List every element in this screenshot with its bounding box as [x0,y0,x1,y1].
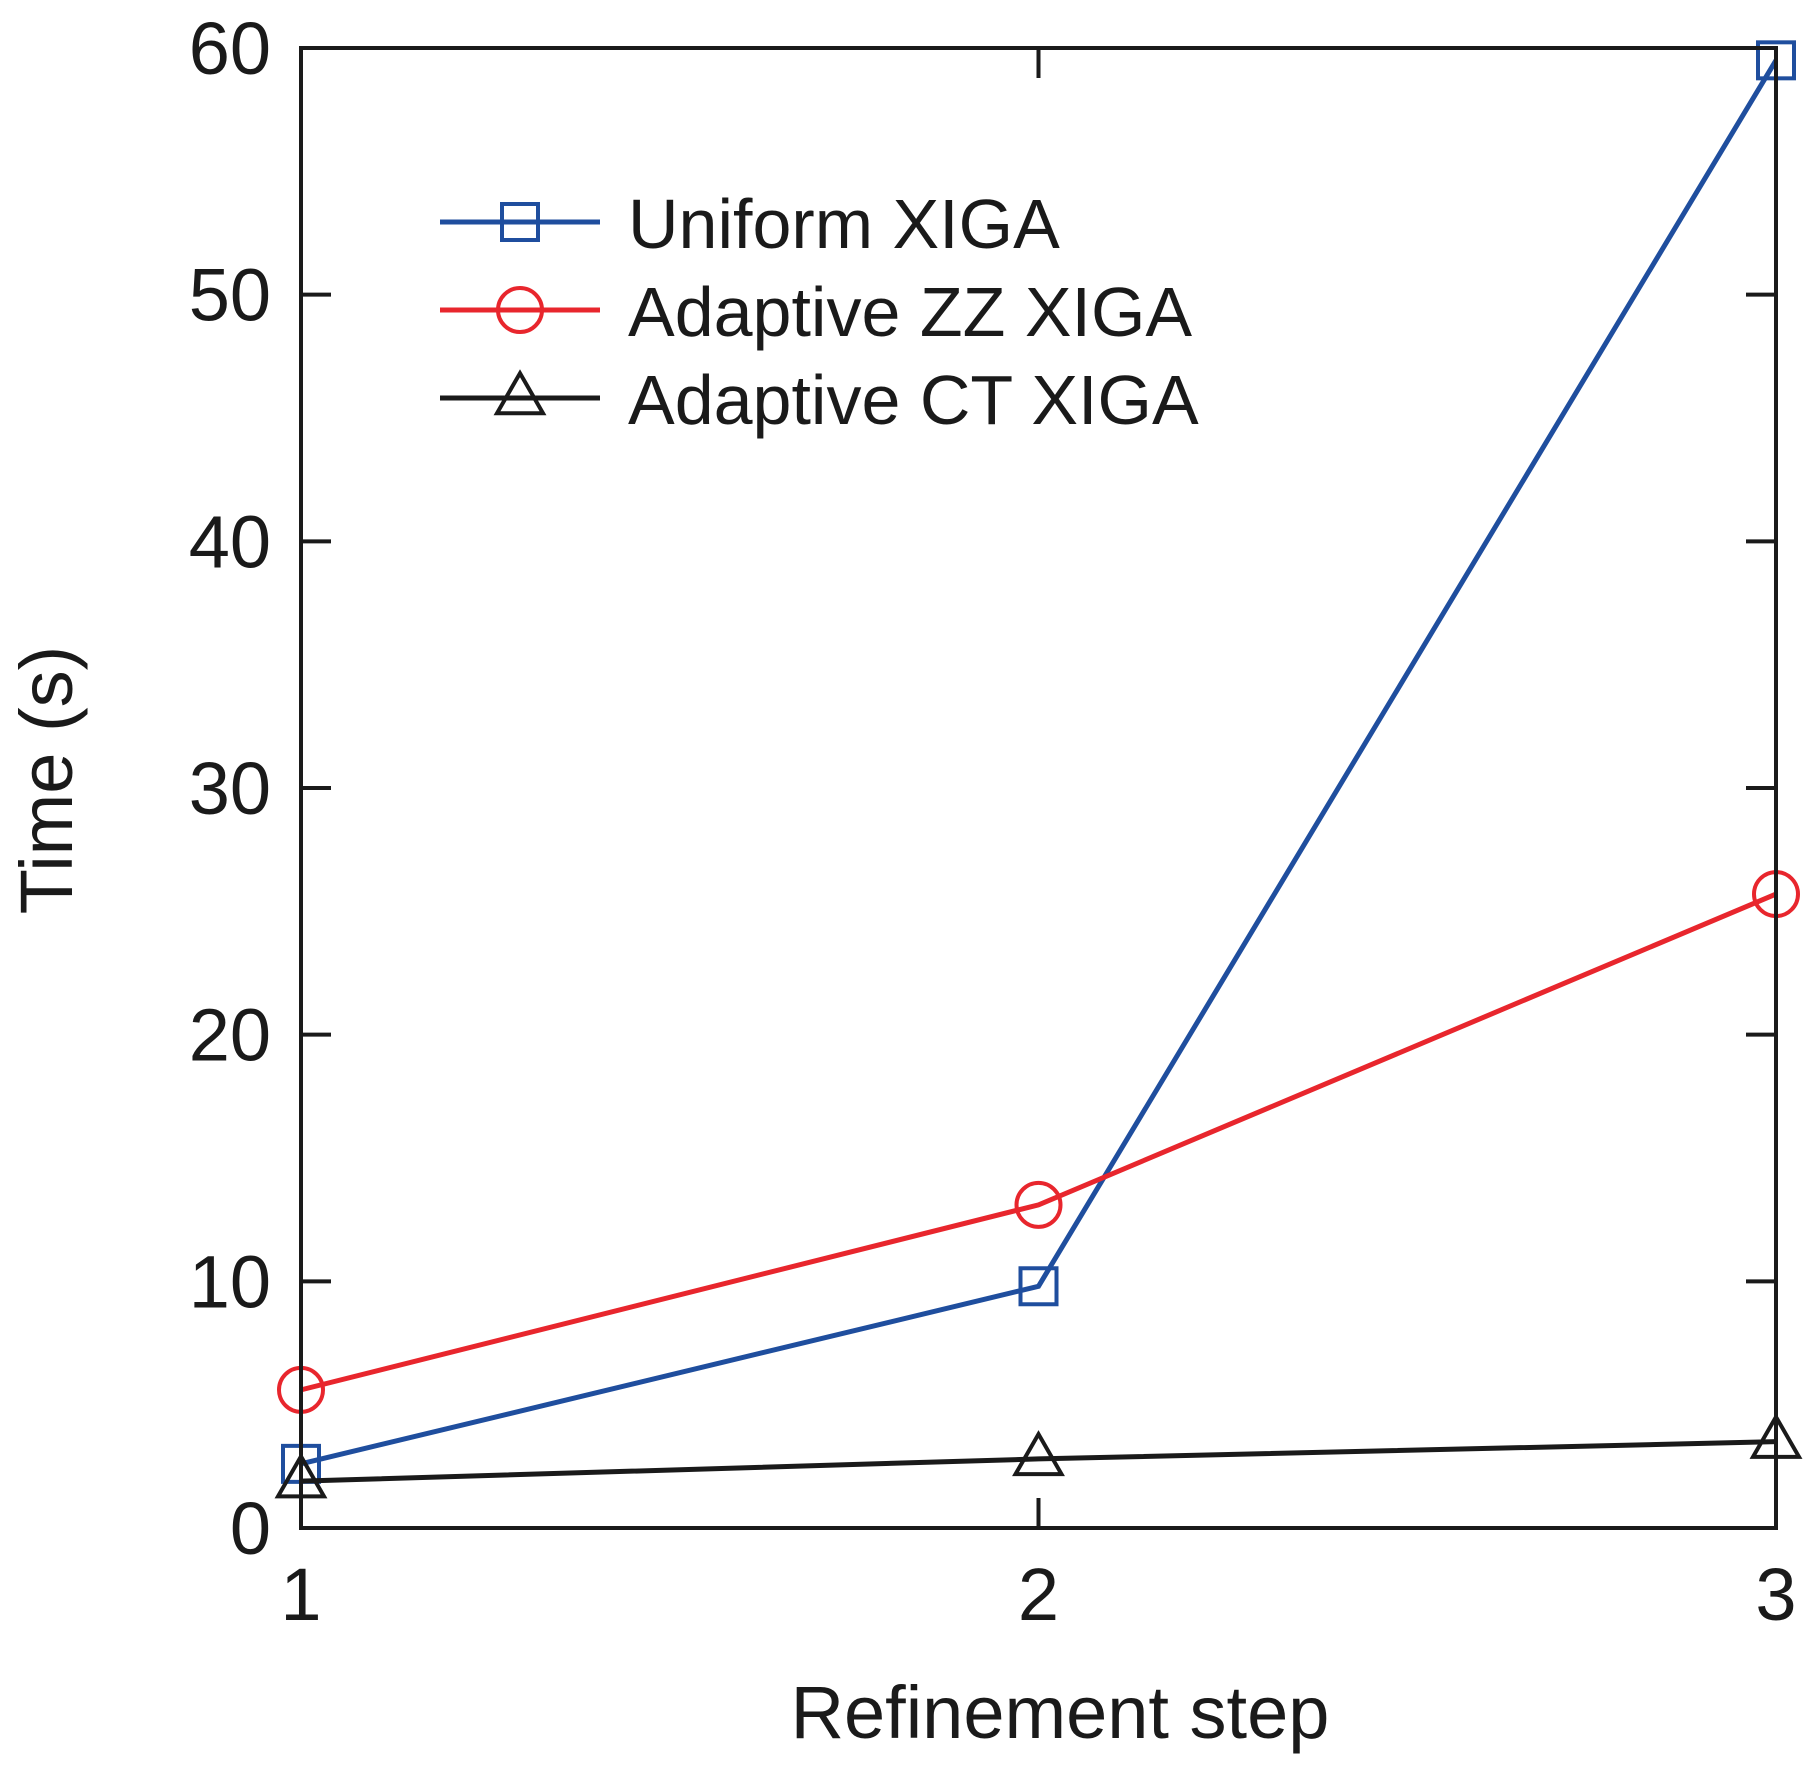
series-line [300,891,1777,1393]
data-point-circle [1014,1180,1063,1229]
legend: Uniform XIGA Adaptive ZZ XIGA Adaptive CT … [440,185,1199,439]
legend-label: Uniform XIGA [628,185,1060,263]
y-axis-title: Time (s) [5,646,88,915]
data-point-square [1018,1266,1059,1307]
y-tick-label: 30 [189,747,271,830]
series-line [300,1439,1777,1484]
legend-marker-triangle [493,369,547,416]
series-adaptive-zz-xiga [277,870,1800,1414]
axes: 0 10 20 30 40 50 60 1 2 3 [189,7,1797,1636]
x-tick-label: 1 [280,1553,321,1636]
legend-entry: Uniform XIGA [440,185,1060,263]
y-tick-label: 50 [189,254,271,337]
legend-marker-circle [496,286,544,334]
y-tick-label: 0 [230,1487,271,1570]
y-tick-label: 60 [189,7,271,90]
y-tick-label: 10 [189,1240,271,1323]
legend-entry: Adaptive ZZ XIGA [440,273,1192,351]
y-tick-label: 20 [189,994,271,1077]
data-point-triangle [1012,1430,1065,1477]
x-tick-label: 2 [1018,1553,1059,1636]
x-axis-title: Refinement step [791,1671,1330,1754]
legend-label: Adaptive CT XIGA [628,361,1199,439]
plot-area [274,40,1803,1499]
legend-label: Adaptive ZZ XIGA [628,273,1192,351]
legend-marker-square [500,202,540,242]
y-tick-label: 40 [189,500,271,583]
legend-entry: Adaptive CT XIGA [440,361,1199,439]
x-tick-label: 3 [1755,1553,1796,1636]
series-line [300,59,1779,1467]
series-adaptive-ct-xiga [274,1412,1803,1499]
